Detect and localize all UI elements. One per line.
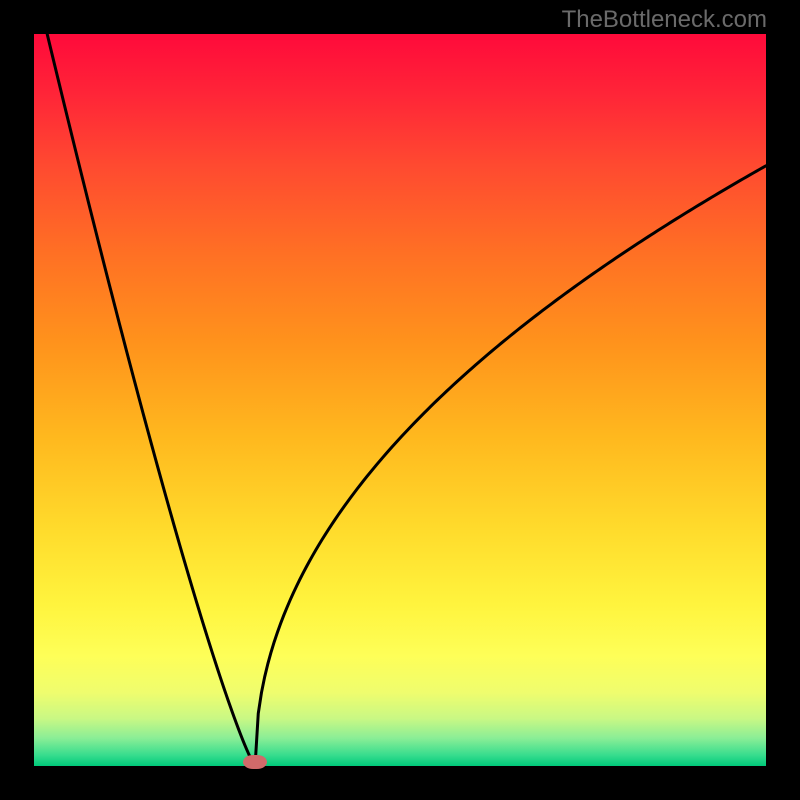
plot-area [34,34,766,766]
watermark-text: TheBottleneck.com [562,6,767,34]
curve-layer [34,34,766,766]
minimum-marker [243,755,267,769]
chart-container: TheBottleneck.com [0,0,800,800]
